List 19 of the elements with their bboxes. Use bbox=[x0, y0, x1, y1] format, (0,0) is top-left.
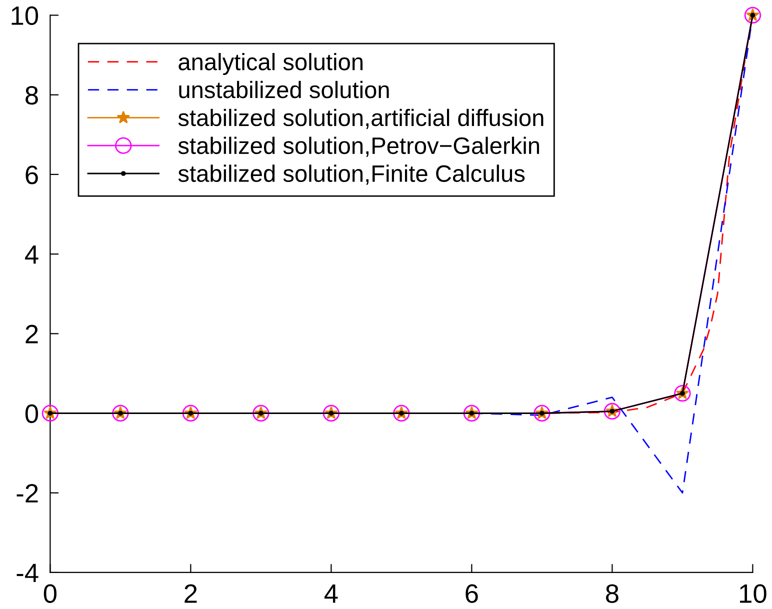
x-tick-label: 6 bbox=[466, 584, 478, 603]
x-tick-label: 2 bbox=[184, 584, 197, 603]
y-tick-label: 0 bbox=[25, 404, 38, 424]
y-tick-label: 2 bbox=[26, 324, 38, 344]
x-tick-label: 4 bbox=[324, 584, 338, 603]
legend-label: stabilized solution,Finite Calculus bbox=[178, 164, 525, 185]
y-tick-label: -4 bbox=[16, 564, 38, 582]
legend-label: analytical solution bbox=[178, 53, 363, 76]
legend-label: unstabilized solution bbox=[179, 80, 389, 98]
legend-label: stabilized solution,Petrov−Galerkin bbox=[178, 136, 540, 157]
x-tick-label: 10 bbox=[740, 584, 766, 603]
y-tick-label: 10 bbox=[12, 6, 38, 26]
y-tick-label: -2 bbox=[16, 484, 38, 502]
legend-label: stabilized solution,artificial diffusion bbox=[178, 108, 544, 129]
y-tick-label: 6 bbox=[26, 166, 38, 184]
x-tick-label: 8 bbox=[606, 584, 618, 603]
x-tick-label: 0 bbox=[44, 584, 56, 603]
y-tick-label: 4 bbox=[25, 245, 38, 264]
y-tick-label: 8 bbox=[26, 86, 38, 105]
